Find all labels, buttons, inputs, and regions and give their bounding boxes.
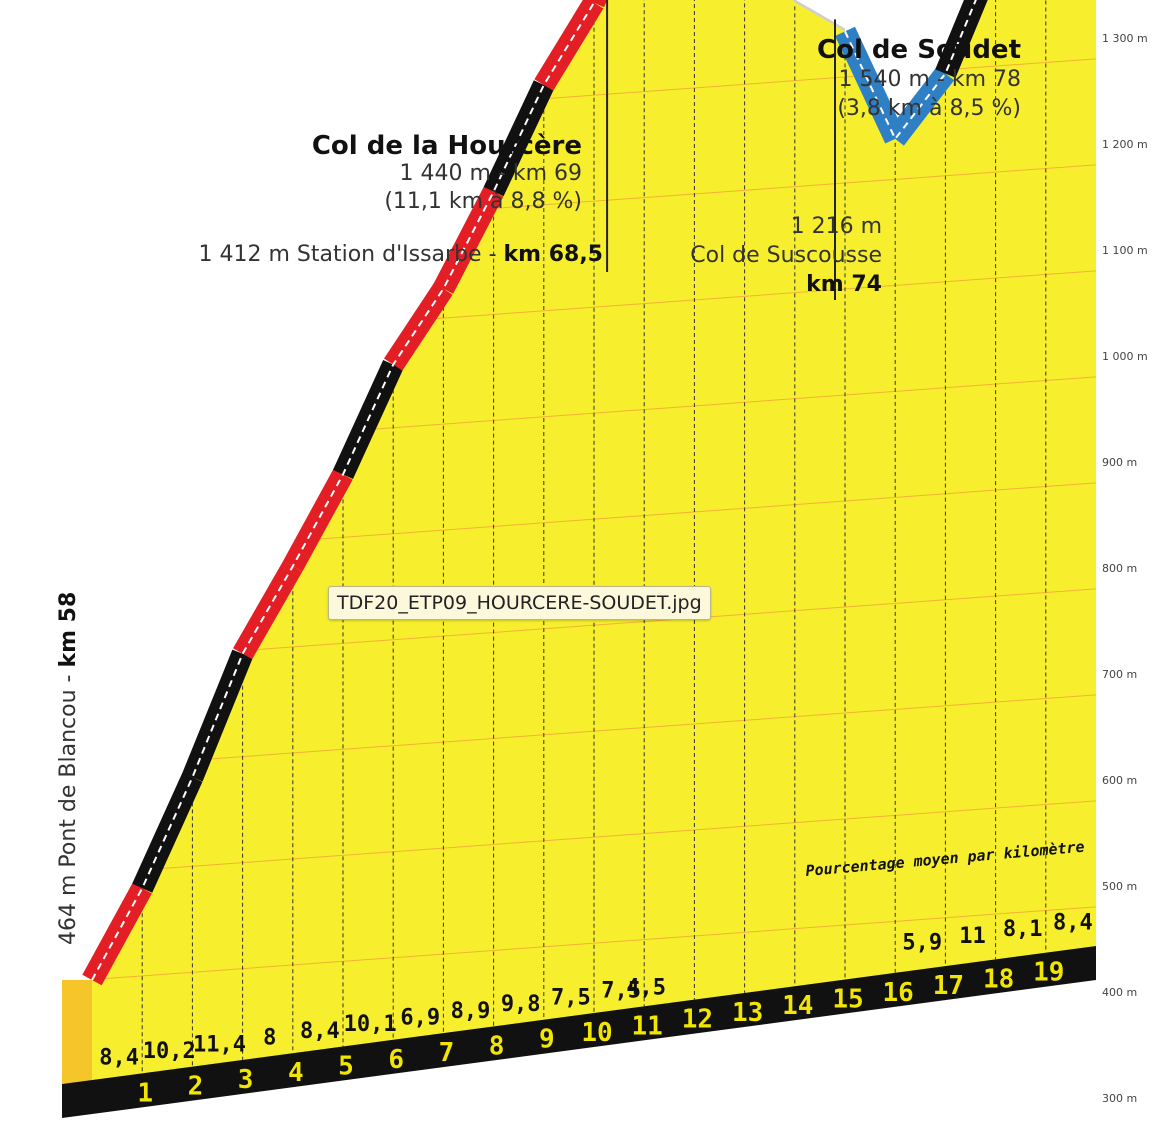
gradient-label: 10,2 [143, 1039, 196, 1064]
km-label-16: 16 [883, 978, 914, 1008]
km-label-12: 12 [682, 1005, 713, 1035]
profile-front-face [62, 980, 92, 1084]
km-label-17: 17 [933, 971, 964, 1001]
km-label-15: 15 [832, 985, 863, 1015]
station-text: 1 412 m Station d'Issarbe - [198, 242, 504, 267]
km-label-1: 1 [137, 1078, 153, 1108]
climb1-label: Col de la Hourcère 1 440 m - km 69 (11,1… [312, 132, 582, 216]
y-tick-label: 300 m [1102, 1092, 1137, 1105]
gradient-label: 9,8 [501, 992, 541, 1017]
km-label-19: 19 [1033, 958, 1064, 988]
km-label-6: 6 [388, 1045, 404, 1075]
climb2-label: Col de Soudet 1 540 m - km 78 (3,8 km à … [817, 36, 1021, 123]
road-segment [283, 469, 353, 572]
station-label: 1 412 m Station d'Issarbe - km 68,5 [199, 242, 603, 267]
suscousse-label: 1 216 m Col de Suscousse km 74 [690, 212, 882, 299]
gradient-label: 7,5 [551, 985, 591, 1010]
gradient-label: 7,5 [601, 979, 641, 1004]
gradient-label: 6,9 [400, 1005, 440, 1030]
gradient-label: 8,1 [1003, 917, 1043, 942]
gradient-label: 11,4 [193, 1032, 246, 1057]
gradient-label: 8,4 [300, 1019, 340, 1044]
climb2-line1: 1 540 m - km 78 [838, 67, 1022, 92]
climb1-line2: (11,1 km à 8,8 %) [384, 189, 582, 214]
gradient-label: 11 [959, 924, 986, 949]
y-tick-label: 500 m [1102, 880, 1137, 893]
climb1-name: Col de la Hourcère [311, 131, 582, 161]
y-tick-label: 1 300 m [1102, 32, 1148, 45]
y-tick-label: 400 m [1102, 986, 1137, 999]
km-label-11: 11 [632, 1011, 663, 1041]
km-label-7: 7 [439, 1038, 455, 1068]
y-tick-label: 1 000 m [1102, 350, 1148, 363]
km-label-9: 9 [539, 1025, 555, 1055]
km-label-18: 18 [983, 964, 1014, 994]
km-label-2: 2 [188, 1072, 204, 1102]
suscousse-line2: Col de Suscousse [690, 243, 882, 268]
y-tick-label: 1 100 m [1102, 244, 1148, 257]
km-label-8: 8 [489, 1031, 505, 1061]
y-tick-label: 1 200 m [1102, 138, 1148, 151]
km-label-5: 5 [338, 1052, 354, 1082]
km-label-13: 13 [732, 998, 763, 1028]
file-name-tooltip: TDF20_ETP09_HOURCERE-SOUDET.jpg [328, 586, 711, 620]
km-strip [62, 946, 1096, 1118]
climb2-line2: (3,8 km à 8,5 %) [837, 96, 1021, 121]
km-label-14: 14 [782, 991, 813, 1021]
gradient-label: 8,4 [99, 1046, 139, 1071]
gradient-label: 5,9 [902, 930, 942, 955]
km-label-10: 10 [581, 1018, 612, 1048]
gradient-label: 10,1 [344, 1012, 397, 1037]
road-centreline [91, 0, 977, 981]
gradient-label: 8 [263, 1026, 276, 1051]
gradient-label: 8,9 [451, 999, 491, 1024]
gradient-label: 4,5 [626, 975, 666, 1000]
y-tick-label: 700 m [1102, 668, 1137, 681]
climb2-name: Col de Soudet [817, 35, 1021, 65]
km-label-4: 4 [288, 1058, 304, 1088]
suscousse-line1: 1 216 m [790, 214, 882, 239]
start-label-text: 464 m Pont de Blancou - [56, 667, 81, 945]
km-label-3: 3 [238, 1065, 254, 1095]
climb1-line1: 1 440 m - km 69 [399, 161, 583, 186]
y-tick-label: 600 m [1102, 774, 1137, 787]
suscousse-km: km 74 [806, 272, 882, 297]
start-label: 464 m Pont de Blancou - km 58 [56, 592, 81, 945]
y-tick-label: 800 m [1102, 562, 1137, 575]
station-km: km 68,5 [503, 242, 604, 267]
y-tick-label: 900 m [1102, 456, 1137, 469]
gradient-label: 8,4 [1053, 910, 1093, 935]
start-label-km: km 58 [56, 591, 81, 668]
